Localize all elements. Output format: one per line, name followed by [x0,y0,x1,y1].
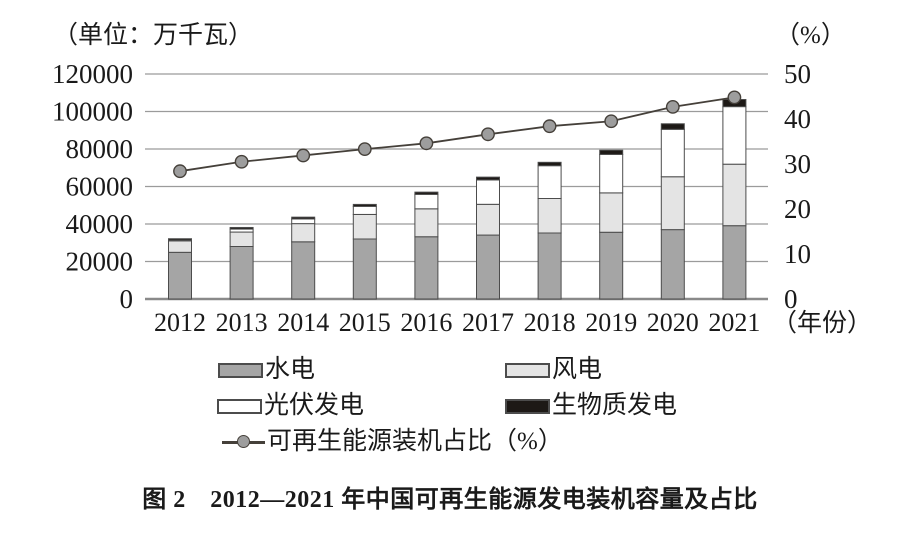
bar-segment-solar [414,193,439,210]
bar-segment-wind [476,203,500,236]
bar-segment-solar [599,153,624,194]
legend-label-biomass: 生物质发电 [552,392,678,419]
bar-segment-biomass [352,203,377,207]
bar-segment-hydro [168,251,192,300]
share-line-marker [357,142,372,157]
x-axis-year-label: 2019 [585,308,637,337]
share-line-marker [604,114,619,129]
legend-item-biomass: 生物质发电 [505,393,677,419]
left-axis-tick-label: 20000 [66,247,134,277]
left-axis-tick-label: 100000 [52,97,133,127]
bar-segment-solar [660,128,685,178]
right-axis-unit-label: （%） [775,22,846,49]
legend-label-solar: 光伏发电 [264,392,365,419]
bar-segment-wind [352,213,377,240]
left-axis-tick-label: 80000 [66,134,134,164]
bar-segment-hydro [660,229,685,300]
x-axis-suffix-label: （年份） [772,309,872,337]
bar-segment-hydro [537,232,562,300]
bar-segment-biomass [660,123,685,130]
right-axis-tick-label: 40 [784,104,811,134]
x-axis-year-label: 2017 [462,308,514,337]
bar-segment-solar [476,179,500,205]
bar-segment-wind [660,176,685,231]
bar-segment-hydro [414,236,439,300]
bar-segment-wind [291,223,316,243]
share-line-marker [419,136,434,151]
right-axis-tick-label: 0 [784,284,798,314]
legend-item-share-line: 可再生能源装机占比（%） [222,429,563,455]
bar-segment-solar [352,205,377,215]
bar-segment-solar [537,165,562,199]
x-axis-year-label: 2021 [708,308,760,337]
left-axis-tick-label: 40000 [66,209,134,239]
figure-caption: 图 2 2012—2021 年中国可再生能源发电装机容量及占比 [142,487,758,513]
x-axis-year-label: 2012 [154,308,206,337]
bar-segment-hydro [352,238,377,300]
share-line-marker [173,164,187,179]
bar-segment-biomass [229,226,254,230]
bar-segment-biomass [414,191,439,195]
x-axis-year-label: 2015 [339,308,391,337]
left-axis-tick-label: 0 [120,284,134,314]
share-line-marker [542,119,557,134]
bar-segment-biomass [599,149,624,155]
solar-swatch-icon [217,398,262,414]
line-marker-icon [222,434,265,450]
bar-segment-wind [229,231,254,247]
renewable-capacity-chart: 0 20000 40000 60000 80000 100000 120000 0 10 20 30… [52,59,872,337]
bar-segment-wind [537,198,562,234]
bar-segment-wind [168,240,192,253]
share-line-marker [481,127,495,142]
bar-segment-hydro [722,225,747,300]
share-line [179,96,735,173]
bar-segment-hydro [229,246,254,300]
wind-swatch-icon [505,362,550,378]
share-line-marker [727,90,742,105]
bar-segment-wind [722,163,747,227]
bar-segment-biomass [291,216,316,220]
bar-segment-solar [291,218,316,225]
right-axis-tick-label: 10 [784,239,811,269]
legend-label-share: 可再生能源装机占比（%） [267,428,563,455]
left-axis-unit-label: （单位：万千瓦） [53,22,254,49]
x-axis-year-label: 2016 [400,308,452,337]
bar-segment-wind [414,208,439,238]
bar-segment-biomass [537,161,562,167]
legend-item-hydro: 水电 [218,357,315,383]
hydro-swatch-icon [218,362,263,378]
legend-label-wind: 风电 [552,356,603,383]
left-axis-tick-label: 60000 [66,172,134,202]
legend-label-hydro: 水电 [265,356,316,383]
bar-segment-hydro [599,231,624,300]
bar-segment-wind [599,192,624,233]
share-line-marker [296,148,311,163]
x-axis-year-label: 2013 [216,308,268,337]
bar-segment-biomass [476,176,500,181]
bar-segment-hydro [476,234,500,300]
legend-item-wind: 风电 [505,357,602,383]
bar-segment-biomass [168,238,192,241]
x-axis-year-label: 2020 [647,308,699,337]
x-axis-year-label: 2014 [277,308,329,337]
right-axis-tick-label: 20 [784,194,811,224]
bar-segment-hydro [291,241,316,300]
legend-item-solar: 光伏发电 [217,393,364,419]
bar-segment-solar [722,106,747,165]
left-axis-tick-label: 120000 [52,59,133,89]
right-axis-tick-label: 30 [784,149,811,179]
x-axis-year-label: 2018 [524,308,576,337]
share-line-marker [234,154,249,169]
right-axis-tick-label: 50 [784,59,811,89]
biomass-swatch-icon [505,398,550,414]
share-line-marker [665,99,680,114]
